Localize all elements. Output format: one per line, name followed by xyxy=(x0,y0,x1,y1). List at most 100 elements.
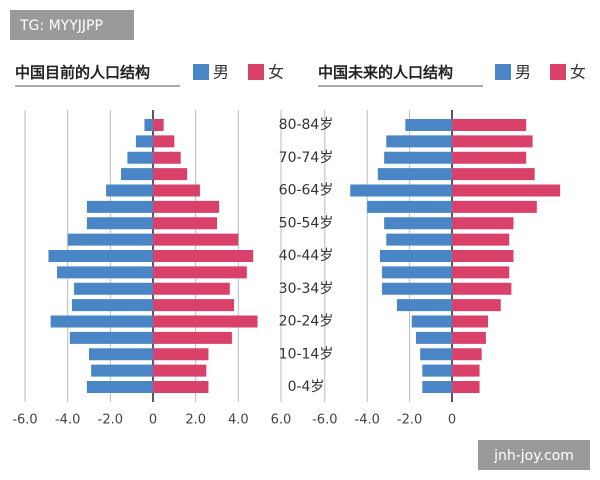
bar xyxy=(86,200,153,213)
x-tick-label: -6.0 xyxy=(312,413,337,428)
watermark: jnh-joy.com xyxy=(493,448,574,464)
watermark: TG: MYYJJPP xyxy=(19,18,103,34)
bar xyxy=(153,315,258,328)
bar xyxy=(153,151,181,164)
legend-label: 男 xyxy=(213,63,229,82)
watermark-box xyxy=(478,440,590,470)
bar xyxy=(452,250,514,262)
x-tick-label: -6.0 xyxy=(12,413,37,428)
bar xyxy=(452,135,533,148)
bar xyxy=(452,168,535,181)
bar xyxy=(153,184,200,197)
bar xyxy=(153,119,164,131)
bar xyxy=(50,315,154,328)
bar xyxy=(71,299,153,312)
bar xyxy=(452,200,537,213)
bar xyxy=(382,282,452,295)
category-label: 0-4岁 xyxy=(288,379,325,395)
bar xyxy=(67,233,153,246)
category-label: 20-24岁 xyxy=(279,314,334,330)
bar xyxy=(422,364,452,377)
category-label: 30-34岁 xyxy=(279,281,334,297)
legend-swatch xyxy=(550,64,566,80)
x-tick-label: -4.0 xyxy=(55,413,80,428)
bar xyxy=(153,233,239,246)
bar xyxy=(86,381,153,393)
bar xyxy=(382,266,452,279)
bar xyxy=(144,119,153,131)
bar xyxy=(153,217,217,230)
category-label: 80-84岁 xyxy=(279,117,334,133)
bar xyxy=(135,135,153,148)
x-tick-label: -2.0 xyxy=(397,413,422,428)
bar xyxy=(121,168,153,181)
bar xyxy=(57,266,153,279)
bar xyxy=(377,168,452,181)
bar xyxy=(415,331,452,344)
category-label: 70-74岁 xyxy=(279,150,334,166)
bar xyxy=(86,217,153,230)
category-label: 40-44岁 xyxy=(279,248,334,264)
bar xyxy=(452,364,480,377)
bar xyxy=(386,233,452,246)
bar xyxy=(153,282,230,295)
bar xyxy=(420,348,452,361)
bar xyxy=(350,184,452,197)
legend-swatch xyxy=(248,64,264,80)
x-tick-label: 0 xyxy=(149,413,157,428)
chart-title: 中国目前的人口结构 xyxy=(15,64,150,82)
bar xyxy=(74,282,153,295)
bar xyxy=(153,135,175,148)
bar xyxy=(153,348,209,361)
bar xyxy=(153,168,188,181)
bar xyxy=(452,151,527,164)
bar xyxy=(405,119,452,131)
category-label: 50-54岁 xyxy=(279,215,334,231)
bar xyxy=(106,184,153,197)
x-tick-label: -4.0 xyxy=(355,413,380,428)
bar xyxy=(452,299,501,312)
category-label: 10-14岁 xyxy=(279,346,334,362)
bar xyxy=(452,266,510,279)
bar xyxy=(153,266,247,279)
x-tick-label: 0 xyxy=(448,413,456,428)
category-label: 60-64岁 xyxy=(279,183,334,199)
bar xyxy=(422,381,452,393)
watermark-box xyxy=(10,10,134,40)
bar xyxy=(153,381,209,393)
legend-label: 女 xyxy=(570,63,586,82)
bar xyxy=(452,233,510,246)
bar xyxy=(452,282,512,295)
bar xyxy=(367,200,452,213)
bar xyxy=(452,217,514,230)
bar xyxy=(384,217,452,230)
bar xyxy=(89,348,153,361)
bar xyxy=(384,151,452,164)
legend-label: 男 xyxy=(515,63,531,82)
bar xyxy=(452,315,489,328)
bar xyxy=(452,184,561,197)
bar xyxy=(452,381,480,393)
x-tick-label: -2.0 xyxy=(98,413,123,428)
bar xyxy=(452,348,482,361)
bar xyxy=(153,250,254,262)
bar xyxy=(153,331,232,344)
chart-title: 中国未来的人口结构 xyxy=(318,64,453,82)
bar xyxy=(452,331,486,344)
legend-swatch xyxy=(495,64,511,80)
bar xyxy=(69,331,153,344)
bar xyxy=(386,135,452,148)
x-tick-label: 2.0 xyxy=(185,413,206,428)
bar xyxy=(153,200,220,213)
legend-swatch xyxy=(193,64,209,80)
bar xyxy=(91,364,153,377)
bar xyxy=(153,299,235,312)
bar xyxy=(379,250,452,262)
x-tick-label: 6.0 xyxy=(271,413,292,428)
legend-label: 女 xyxy=(268,63,284,82)
bar xyxy=(411,315,452,328)
bar xyxy=(396,299,452,312)
x-tick-label: 4.0 xyxy=(228,413,249,428)
bar xyxy=(153,364,207,377)
